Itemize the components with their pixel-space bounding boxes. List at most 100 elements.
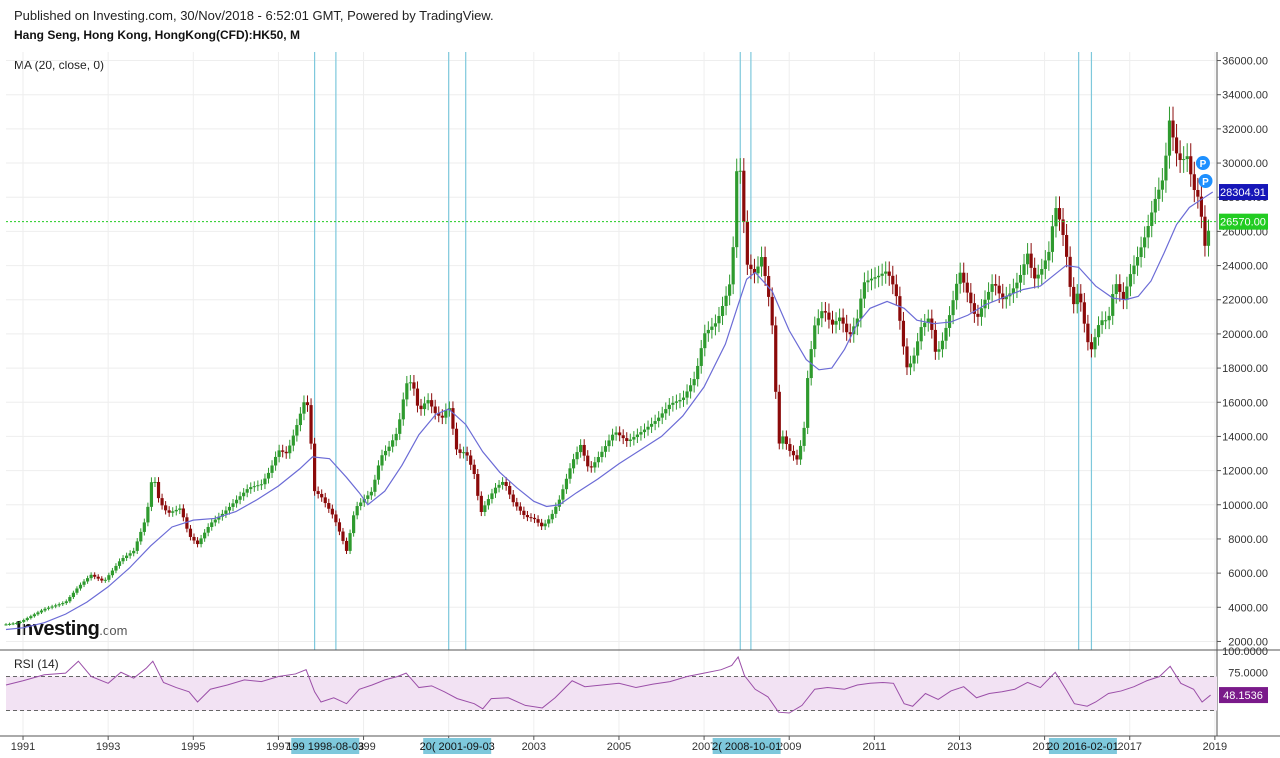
candle-body xyxy=(540,522,544,527)
candle-body xyxy=(1086,323,1090,343)
candle-body xyxy=(341,531,345,541)
p-marker-label: P xyxy=(1200,159,1207,170)
candle-body xyxy=(788,444,792,451)
candle-body xyxy=(483,505,487,512)
candle-body xyxy=(164,505,168,511)
candle-body xyxy=(1001,293,1005,300)
candle-body xyxy=(61,603,65,605)
candle-body xyxy=(281,450,285,452)
candle-body xyxy=(256,485,260,487)
candle-body xyxy=(85,578,90,582)
candle-body xyxy=(568,468,572,479)
candle-body xyxy=(958,272,962,284)
candle-body xyxy=(206,526,210,533)
candle-body xyxy=(192,536,196,541)
candle-body xyxy=(699,348,703,366)
candle-body xyxy=(501,481,505,485)
rsi-indicator-label[interactable]: RSI (14) xyxy=(14,657,59,671)
price-axis[interactable]: 2000.00 4000.00 6000.00 8000.00 10000.00 1200… xyxy=(1217,56,1268,649)
rsi-value-badge xyxy=(1219,687,1268,704)
published-note: Published on Investing.com, 30/Nov/2018 … xyxy=(14,8,494,23)
candle-body xyxy=(1022,264,1026,275)
candle-body xyxy=(380,455,384,466)
time-axis[interactable]: 1991199319951997199920012003200520072009… xyxy=(11,736,1227,754)
y-tick-label: 20000.00 xyxy=(1222,329,1268,341)
candle-body xyxy=(1068,256,1072,287)
candle-body xyxy=(532,517,537,520)
candle-body xyxy=(1111,294,1115,316)
candle-body xyxy=(259,484,263,486)
candle-body xyxy=(309,405,313,444)
candle-body xyxy=(905,346,909,368)
y-tick-label: 32000.00 xyxy=(1222,124,1268,136)
candle-body xyxy=(614,432,618,435)
event-date-badge xyxy=(712,738,781,754)
candle-body xyxy=(791,450,796,456)
candle-body xyxy=(579,444,583,453)
candle-body xyxy=(575,452,579,460)
candle-body xyxy=(1033,267,1037,279)
y-tick-label: 12000.00 xyxy=(1222,466,1268,478)
candle-body xyxy=(391,440,395,447)
candle-body xyxy=(1096,325,1101,338)
candle-body xyxy=(884,271,888,274)
y-tick-label: 2000.00 xyxy=(1228,636,1268,648)
candle-body xyxy=(210,522,214,527)
candle-body xyxy=(1167,120,1172,156)
candle-body xyxy=(660,413,664,418)
candle-body xyxy=(1025,253,1030,265)
candle-body xyxy=(117,561,122,566)
candle-body xyxy=(1018,274,1023,283)
candle-body xyxy=(1150,212,1154,226)
ma-value-label: 28304.91 xyxy=(1220,187,1266,199)
candle-body xyxy=(476,474,480,496)
candle-body xyxy=(1015,282,1019,289)
candle-body xyxy=(589,466,593,468)
candle-body xyxy=(1182,159,1186,161)
candle-body xyxy=(692,379,696,386)
candle-body xyxy=(54,605,58,607)
y-tick-label: 18000.00 xyxy=(1222,363,1268,375)
candle-body xyxy=(1118,284,1122,292)
candle-body xyxy=(525,515,530,518)
candle-body xyxy=(178,508,182,510)
candle-body xyxy=(64,601,68,604)
candle-body xyxy=(855,318,859,327)
candle-body xyxy=(1040,268,1044,275)
candle-body xyxy=(752,268,757,274)
candle-body xyxy=(437,412,441,416)
candle-body xyxy=(1196,190,1200,197)
p-marker xyxy=(1195,156,1210,171)
candle-body xyxy=(930,318,934,330)
candle-body xyxy=(302,402,306,414)
candle-body xyxy=(621,435,625,439)
candle-body xyxy=(288,445,292,454)
candle-body xyxy=(706,329,710,334)
x-tick-label: 2007 xyxy=(692,741,716,753)
candle-body xyxy=(557,499,561,507)
y-tick-label: 30000.00 xyxy=(1222,158,1268,170)
candle-body xyxy=(121,558,125,562)
x-tick-label: 2003 xyxy=(522,741,546,753)
candle-body xyxy=(298,413,303,426)
candle-body xyxy=(160,498,164,506)
candle-body xyxy=(873,277,877,279)
candle-body xyxy=(171,511,175,513)
candle-body xyxy=(564,478,569,490)
candle-body xyxy=(926,318,930,323)
candle-body xyxy=(153,481,157,483)
candle-body xyxy=(419,405,423,410)
candle-body xyxy=(823,311,827,313)
candle-body xyxy=(1100,320,1104,326)
candle-body xyxy=(1011,288,1015,294)
candle-body xyxy=(330,508,334,515)
ma-indicator-label[interactable]: MA (20, close, 0) xyxy=(14,58,105,72)
candle-body xyxy=(472,464,476,475)
candle-body xyxy=(798,445,803,460)
candle-body xyxy=(877,275,881,278)
candle-body xyxy=(132,550,136,554)
candle-body xyxy=(678,399,682,402)
candle-body xyxy=(344,540,349,551)
candle-body xyxy=(185,517,189,529)
